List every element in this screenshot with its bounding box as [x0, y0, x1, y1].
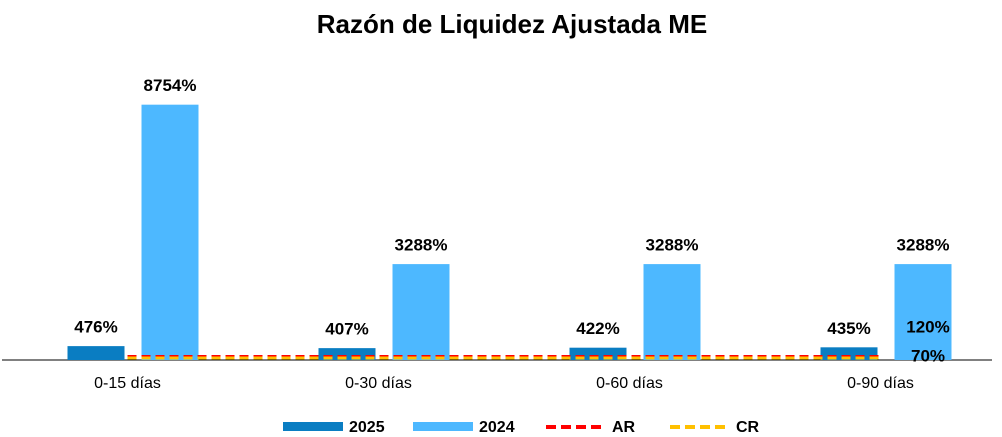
value-label: 3288% [395, 236, 448, 255]
bar [318, 348, 376, 360]
x-tick-label: 0-15 días [94, 375, 161, 392]
value-label: 422% [576, 319, 619, 338]
x-tick-label: 0-30 días [345, 375, 412, 392]
value-label: 3288% [897, 236, 950, 255]
value-label: 407% [325, 320, 368, 339]
value-label: 476% [74, 318, 117, 337]
bar [392, 264, 450, 360]
bar [643, 264, 701, 360]
legend-label: 2024 [479, 419, 515, 436]
bar [67, 346, 125, 360]
value-label: 8754% [144, 76, 197, 95]
legend-swatch [283, 422, 343, 431]
value-label: 120% [906, 317, 949, 336]
chart-title: Razón de Liquidez Ajustada ME [317, 9, 708, 39]
legend-swatch [413, 422, 473, 431]
x-tick-label: 0-90 días [847, 375, 914, 392]
value-label: 3288% [646, 236, 699, 255]
value-label: 435% [827, 319, 870, 338]
legend-label: CR [736, 419, 760, 436]
value-label: 70% [911, 346, 945, 365]
bar [894, 264, 952, 360]
legend-label: AR [612, 419, 636, 436]
x-tick-label: 0-60 días [596, 375, 663, 392]
legend-label: 2025 [349, 419, 385, 436]
bar [141, 104, 199, 360]
